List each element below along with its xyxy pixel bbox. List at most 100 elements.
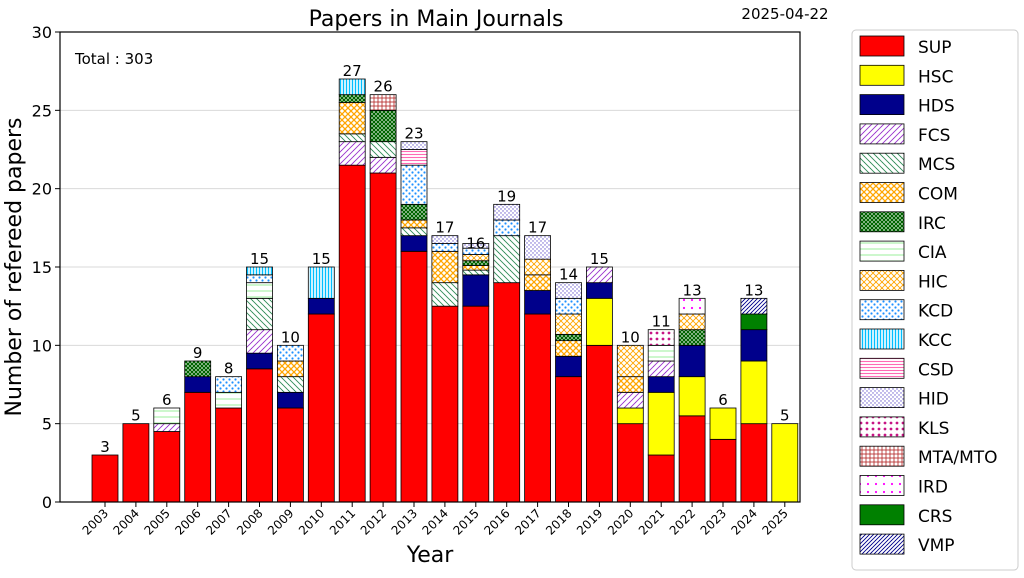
legend-swatch-crs: [859, 504, 905, 526]
bar-segment-sup-2009: [276, 407, 304, 503]
x-tick-label: 2021: [636, 506, 667, 537]
bar-segment-hic-2020: [616, 344, 644, 378]
legend-swatch-cia: [859, 240, 905, 262]
legend-label-hsc: HSC: [918, 67, 953, 87]
x-tick-label: 2008: [234, 506, 265, 537]
bar-total-label: 9: [193, 344, 203, 362]
bar-segment-mcs-2014: [431, 282, 459, 307]
bar-segment-hds-2024: [740, 329, 768, 362]
bar-segment-sup-2023: [709, 438, 737, 503]
bar-segment-irc-2018: [555, 333, 582, 342]
x-tick-label: 2011: [327, 506, 358, 537]
bar-segment-hsc-2025: [771, 423, 799, 503]
bar-segment-hds-2013: [400, 235, 428, 252]
bar-segment-hic-2018: [555, 313, 582, 335]
bar-segment-hid-2013: [400, 141, 428, 150]
bar-segment-sup-2016: [493, 282, 521, 503]
legend-swatch-fcs: [859, 123, 905, 145]
y-tick-label: 15: [32, 258, 52, 277]
x-tick-label: 2016: [481, 506, 512, 537]
bar-segment-fcs-2011: [338, 141, 366, 166]
bar-segment-kcd-2008: [246, 274, 273, 284]
bar-segment-csd-2013: [400, 149, 428, 166]
bar-segment-hid-2015: [462, 243, 490, 249]
bar-segment-kls-2021: [647, 329, 675, 346]
legend-label-mta-mto: MTA/MTO: [918, 448, 998, 468]
bar-segment-sup-2022: [678, 415, 706, 503]
bar-segment-irc-2013: [400, 203, 428, 221]
bar-segment-kcd-2009: [276, 344, 304, 362]
x-tick-label: 2012: [358, 506, 389, 537]
bar-segment-hsc-2023: [709, 407, 737, 440]
bar-total-label: 26: [374, 78, 393, 96]
bar-total-label: 19: [497, 187, 516, 205]
bar-segment-kcd-2014: [431, 243, 459, 252]
bar-segment-sup-2005: [153, 431, 181, 503]
x-axis-label: Year: [406, 543, 455, 568]
x-tick-label: 2014: [420, 506, 451, 537]
bar-segment-sup-2004: [122, 423, 150, 503]
x-tick-label: 2006: [172, 506, 203, 537]
bar-segment-fcs-2019: [586, 266, 613, 284]
legend-label-cia: CIA: [918, 243, 947, 263]
bar-segment-irc-2012: [369, 109, 397, 143]
bar-segment-hid-2016: [493, 203, 521, 221]
bar-segment-ird-2022: [678, 297, 706, 315]
bar-segment-fcs-2020: [616, 391, 644, 409]
bar-segment-irc-2015: [462, 260, 490, 266]
legend-label-com: COM: [918, 185, 958, 205]
bar-total-label: 17: [528, 219, 547, 237]
bar-segment-hds-2006: [184, 376, 212, 393]
bar-total-label: 3: [100, 438, 110, 456]
x-tick-label: 2004: [111, 506, 142, 537]
bar-segment-com-2011: [338, 102, 366, 135]
legend-swatch-vmp: [859, 533, 905, 555]
bar-segment-sup-2014: [431, 305, 459, 503]
bar-segment-kcd-2018: [555, 297, 582, 315]
legend-swatch-hid: [859, 387, 905, 409]
legend-label-kls: KLS: [918, 419, 949, 439]
bar-segment-com-2015: [462, 265, 490, 271]
x-tick-label: 2007: [203, 506, 234, 537]
bar-segment-kcd-2016: [493, 219, 521, 237]
legend-swatch-kcd: [859, 299, 905, 321]
legend-label-sup: SUP: [918, 38, 952, 58]
bar-segment-com-2020: [616, 376, 644, 393]
legend: SUP HSC HDS FCS MCS COM IRC CIA HIC KCD KCC CSD HID K…: [851, 29, 1019, 571]
bar-total-label: 15: [250, 250, 269, 268]
bar-segment-hds-2010: [307, 297, 335, 315]
legend-label-csd: CSD: [918, 360, 954, 380]
bar-total-label: 13: [683, 281, 702, 299]
bar-segment-hds-2021: [647, 376, 675, 393]
legend-swatch-sup: [859, 35, 905, 57]
bar-segment-hic-2022: [678, 313, 706, 331]
legend-label-ird: IRD: [918, 478, 948, 498]
legend-swatch-kls: [859, 416, 905, 438]
legend-swatch-mcs: [859, 152, 905, 174]
bar-segment-irc-2011: [338, 94, 366, 103]
legend-label-kcd: KCD: [918, 302, 953, 322]
bar-segment-sup-2015: [462, 305, 490, 503]
x-tick-label: 2022: [667, 506, 698, 537]
legend-swatch-csd: [859, 357, 905, 379]
x-tick-label: 2005: [141, 506, 172, 537]
bar-total-label: 17: [435, 219, 454, 237]
bar-segment-cia-2021: [647, 344, 675, 362]
bar-segment-sup-2021: [647, 454, 675, 503]
bar-total-label: 15: [590, 250, 609, 268]
bar-total-label: 11: [652, 313, 671, 331]
bar-total-label: 23: [404, 125, 423, 143]
bar-segment-kcc-2011: [338, 78, 366, 96]
bar-segment-mcs-2008: [246, 297, 273, 331]
legend-swatch-hds: [859, 94, 905, 115]
legend-label-hid: HID: [918, 390, 949, 410]
legend-label-crs: CRS: [918, 507, 952, 527]
bar-segment-sup-2013: [400, 250, 428, 503]
bar-segment-kcd-2007: [215, 376, 243, 393]
bar-total-label: 6: [718, 391, 728, 409]
bar-segment-sup-2006: [184, 391, 212, 503]
bar-total-label: 10: [621, 328, 640, 346]
bar-segment-mcs-2015: [462, 269, 490, 276]
bar-segment-hds-2017: [524, 290, 551, 315]
bar-segment-hic-2017: [524, 258, 551, 276]
